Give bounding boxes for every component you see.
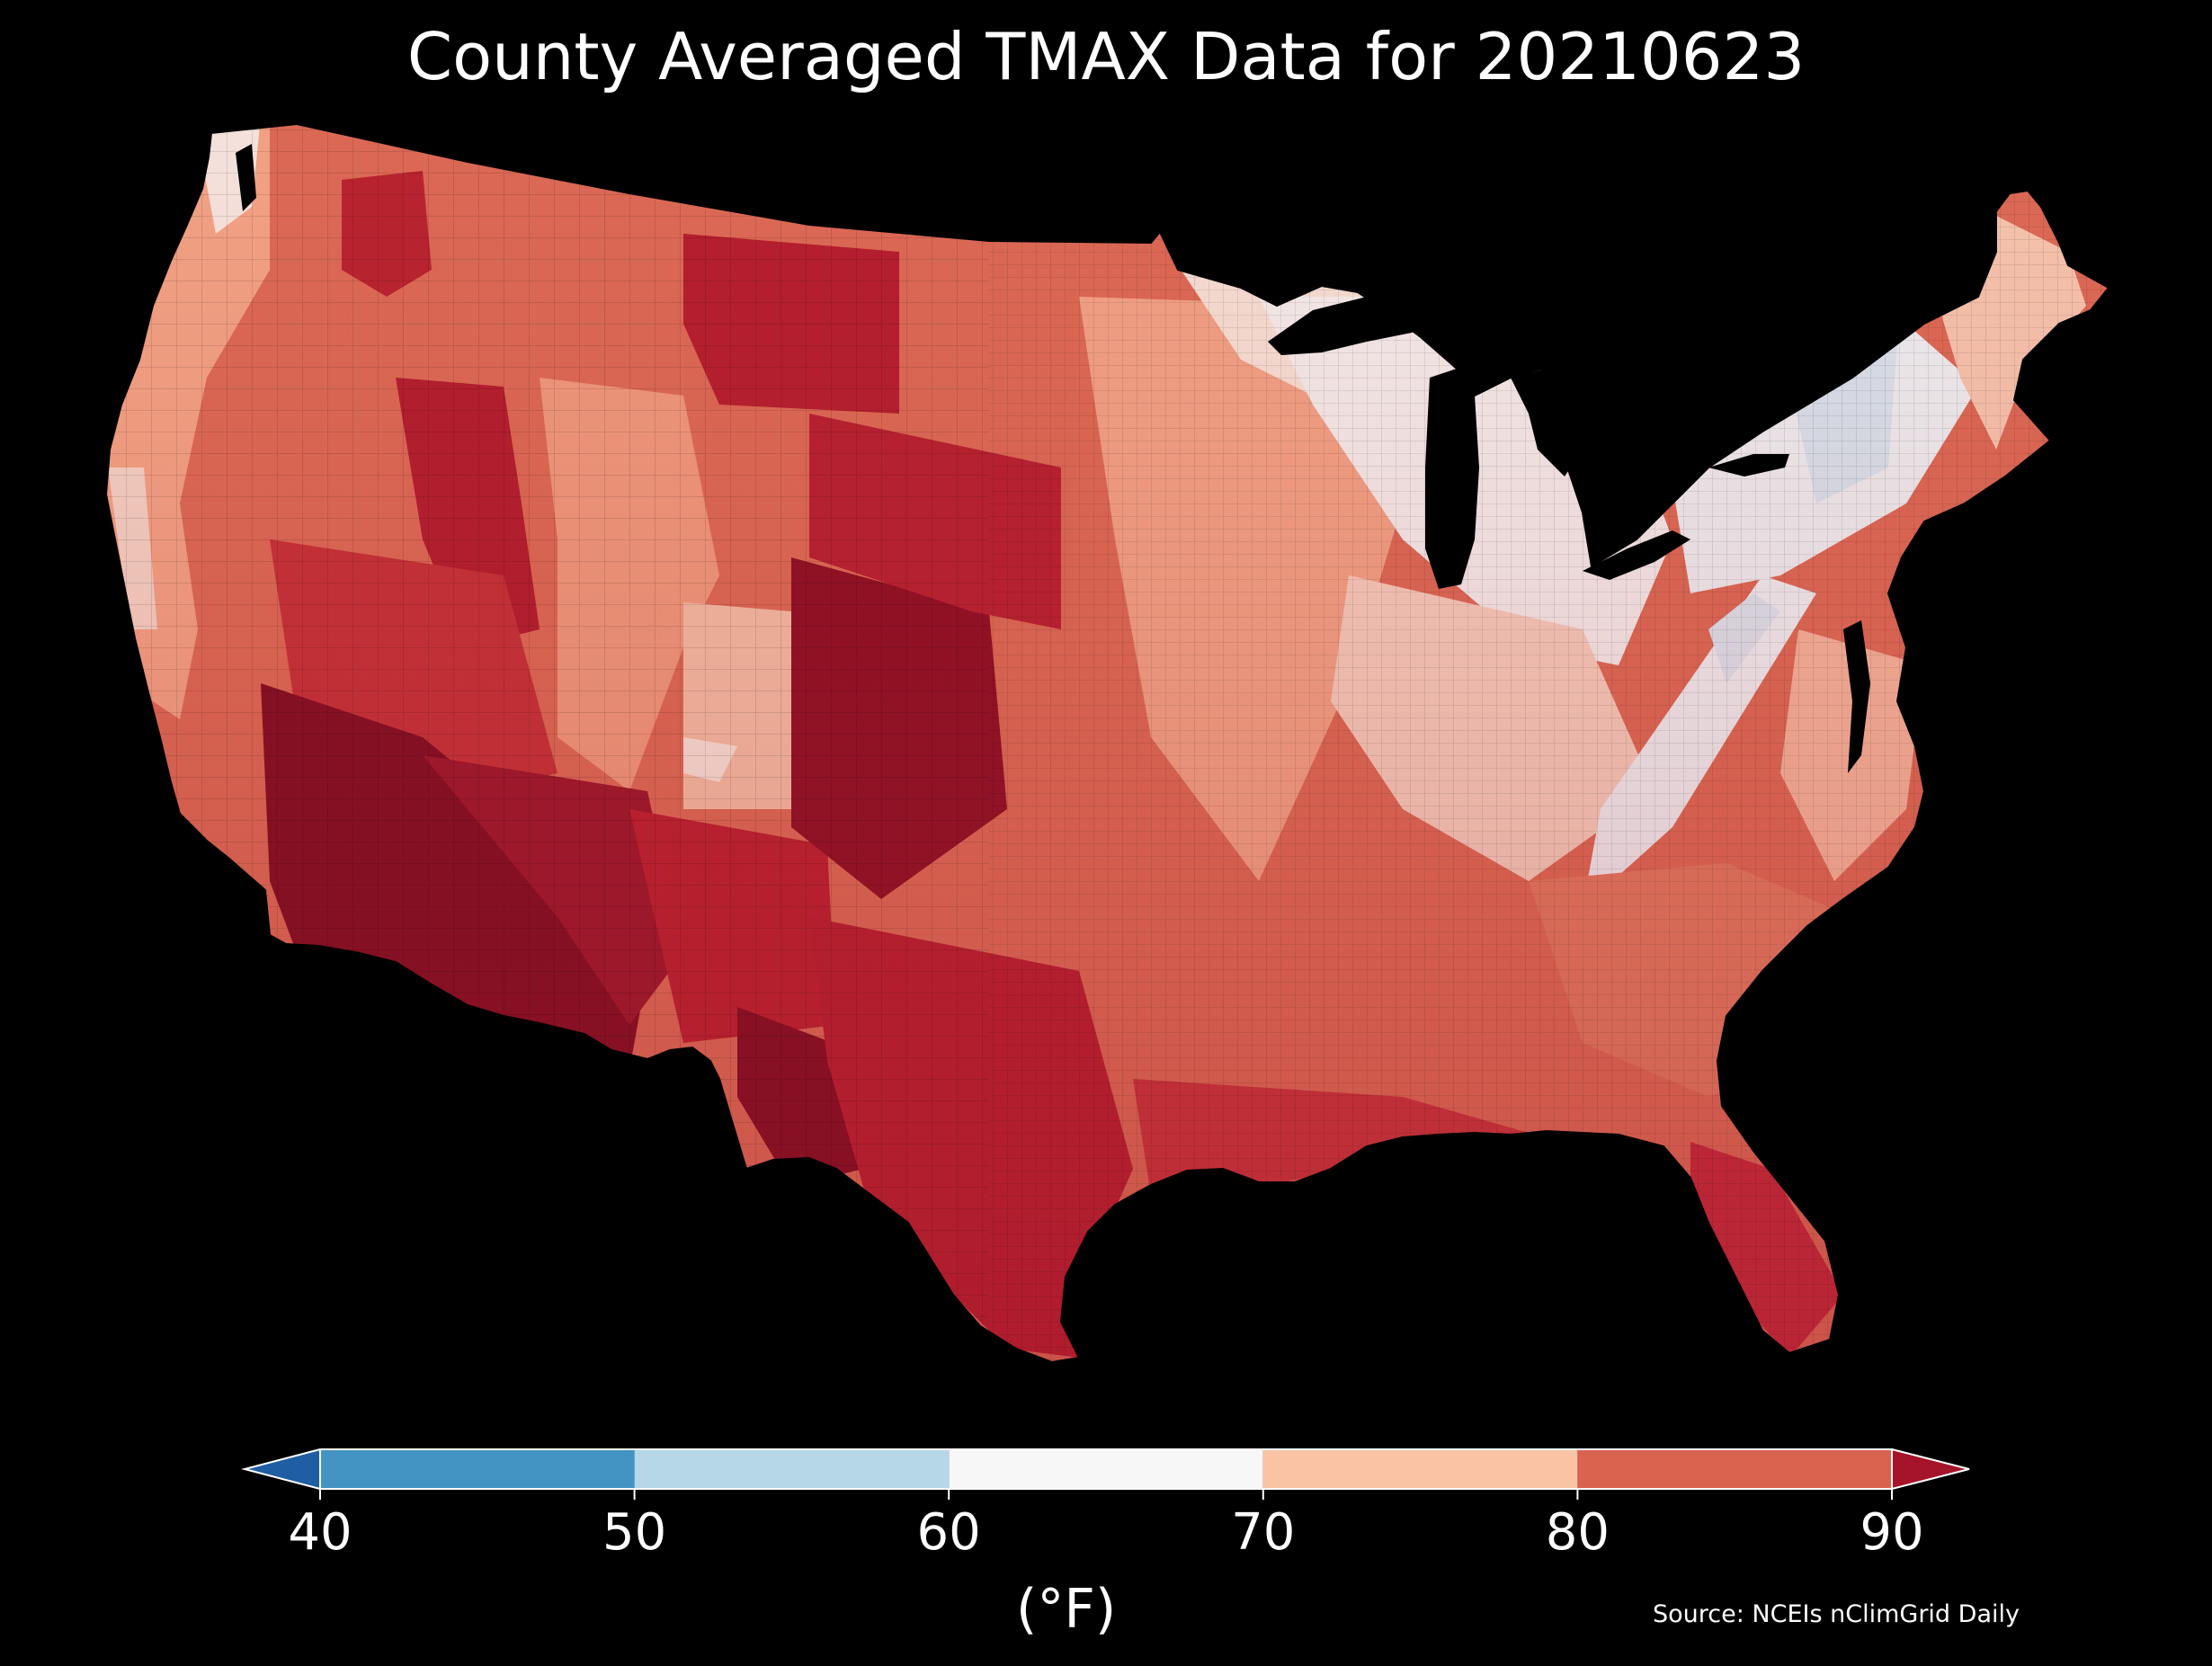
colorbar-tick-label-80: 80 [1545, 1503, 1610, 1562]
lake-ontario [1708, 454, 1789, 477]
colorbar-frame [319, 1448, 1893, 1490]
colorbar-under-outline [241, 1448, 321, 1490]
source-label: Source: NCEIs nClimGrid Daily [1653, 1600, 2020, 1628]
colorbar-bin-80-90 [1577, 1449, 1892, 1489]
colorbar-tick-label-70: 70 [1231, 1503, 1296, 1562]
colorbar-bin-50-60 [634, 1449, 950, 1489]
colorbar [241, 1448, 1970, 1500]
colorbar-tick-label-60: 60 [916, 1503, 981, 1562]
county-mesh-west [106, 124, 989, 1362]
colorbar-unit-label: (°F) [1016, 1578, 1117, 1641]
map-title: County Averaged TMAX Data for 20210623 [406, 19, 1806, 94]
colorbar-bin-70-80 [1262, 1449, 1578, 1489]
colorbar-tick-label-40: 40 [288, 1503, 352, 1562]
colorbar-bin-60-70 [949, 1449, 1263, 1489]
lake-michigan [1425, 369, 1479, 589]
lake-superior [1268, 283, 1502, 355]
county-mesh-east [989, 124, 2109, 1362]
colorbar-bin-40-50 [320, 1449, 635, 1489]
puget-sound [236, 144, 256, 211]
lake-erie [1583, 530, 1690, 580]
colorbar-tick-label-90: 90 [1860, 1503, 1924, 1562]
chesapeake-bay [1843, 620, 1870, 773]
colorbar-under-arrow [245, 1449, 320, 1489]
colorbar-over-arrow [1892, 1449, 1969, 1489]
colorbar-tick-label-50: 50 [602, 1503, 667, 1562]
colorbar-over-outline [1891, 1448, 1970, 1490]
